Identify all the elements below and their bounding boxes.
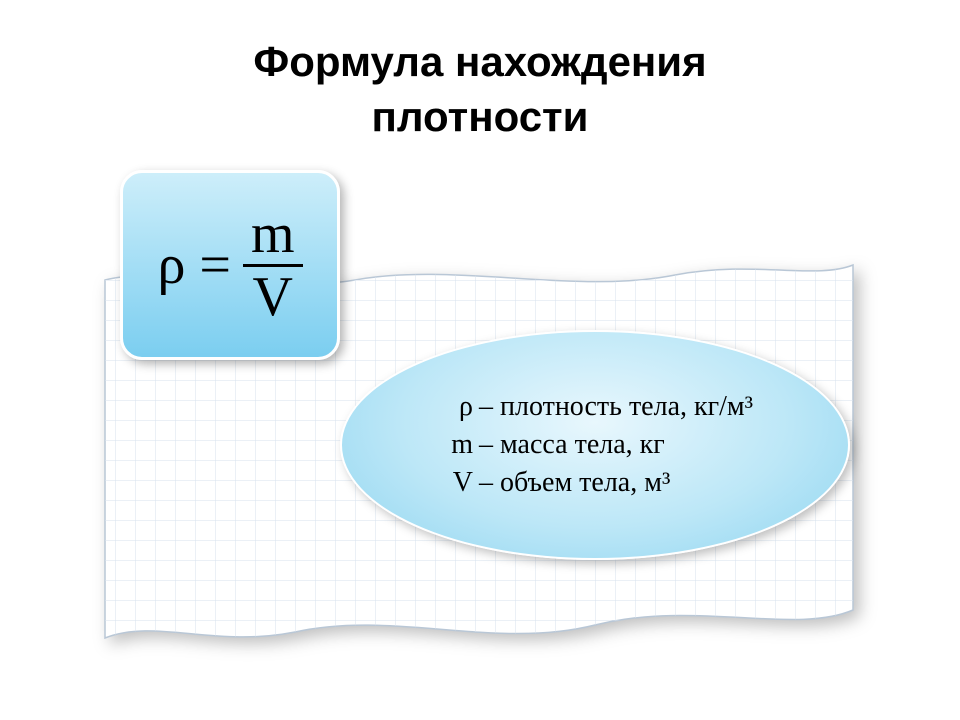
legend-row-m: m – масса тела, кг xyxy=(437,426,753,464)
legend-rho-symbol: ρ xyxy=(437,388,479,426)
legend-row-v: V – объем тела, м³ xyxy=(437,464,753,502)
legend-ellipse: ρ – плотность тела, кг/м³ m – масса тела… xyxy=(340,330,850,560)
legend-m-text: – масса тела, кг xyxy=(479,426,665,464)
formula-denominator: V xyxy=(245,267,301,325)
formula-numerator: m xyxy=(243,206,303,267)
formula-box: ρ = m V xyxy=(120,170,340,360)
legend-rho-text: – плотность тела, кг/м³ xyxy=(479,388,753,426)
legend-v-symbol: V xyxy=(437,464,479,502)
formula-fraction: m V xyxy=(243,206,303,325)
legend-content: ρ – плотность тела, кг/м³ m – масса тела… xyxy=(437,388,753,501)
title-line1: Формула нахождения xyxy=(253,38,706,85)
page-title: Формула нахождения плотности xyxy=(0,35,960,144)
legend-m-symbol: m xyxy=(437,426,479,464)
density-formula: ρ = m V xyxy=(157,206,302,325)
formula-lhs: ρ = xyxy=(157,233,231,297)
legend-row-rho: ρ – плотность тела, кг/м³ xyxy=(437,388,753,426)
legend-v-text: – объем тела, м³ xyxy=(479,464,670,502)
title-line2: плотности xyxy=(372,93,589,140)
